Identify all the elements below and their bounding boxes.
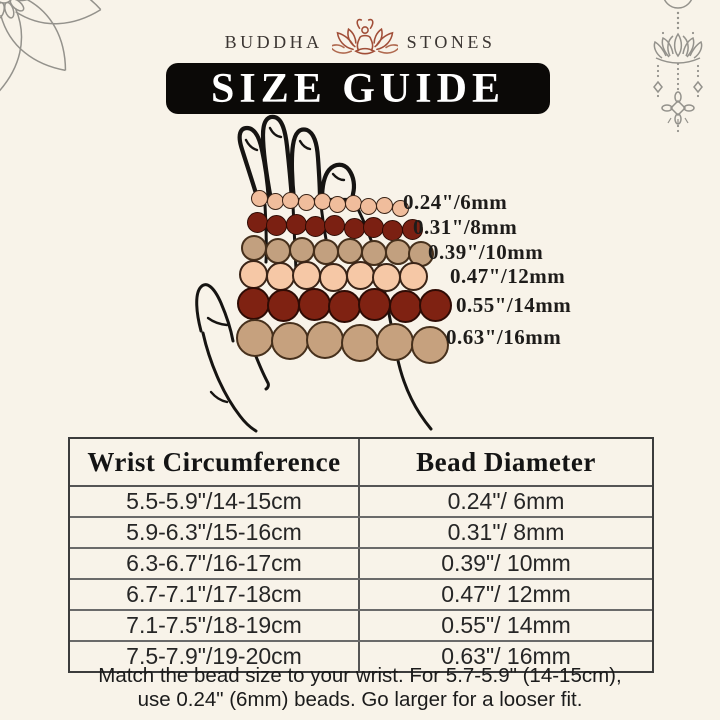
table-row: 7.1-7.5"/18-19cm 0.55"/ 14mm <box>70 611 652 642</box>
bead-10mm <box>241 235 267 262</box>
bead-8mm <box>382 219 404 241</box>
size-table: Wrist Circumference Bead Diameter 5.5-5.… <box>68 437 654 673</box>
bead-6mm <box>329 196 347 214</box>
hanging-lotus-ornament <box>653 0 703 133</box>
bead-16mm <box>270 322 309 361</box>
bead-12mm <box>345 261 375 291</box>
bead-8mm <box>343 218 365 240</box>
bead-14mm <box>388 290 422 324</box>
bead-8mm <box>266 214 288 236</box>
table-header-row: Wrist Circumference Bead Diameter <box>70 439 652 487</box>
bead-size-label: 0.55"/14mm <box>456 293 572 317</box>
fit-note: Match the bead size to your wrist. For 5… <box>0 664 720 711</box>
bead-size-label: 0.63"/16mm <box>446 325 562 349</box>
bead-diameter-value: 0.31"/ 8mm <box>447 519 565 545</box>
brand-logo: BUDDHA STONES <box>0 18 720 66</box>
bead-size-label: 0.47"/12mm <box>450 264 566 288</box>
bead-14mm <box>267 289 301 323</box>
table-row: 6.3-6.7"/16-17cm 0.39"/ 10mm <box>70 549 652 580</box>
table-row: 5.9-6.3"/15-16cm 0.31"/ 8mm <box>70 518 652 549</box>
bead-diameter-value: 0.39"/ 10mm <box>441 550 571 576</box>
bead-14mm <box>358 288 392 322</box>
header-wrist-circumference: Wrist Circumference <box>70 439 360 485</box>
header-bead-diameter: Bead Diameter <box>416 446 596 477</box>
bead-size-label: 0.39"/10mm <box>428 240 544 264</box>
table-row: 7.5-7.9"/19-20cm 0.63"/ 16mm <box>70 642 652 671</box>
wrist-value: 5.9-6.3"/15-16cm <box>70 518 360 547</box>
fit-note-line1: Match the bead size to your wrist. For 5… <box>98 664 622 687</box>
fit-note-line2: use 0.24" (6mm) beads. Go larger for a l… <box>137 687 583 711</box>
bead-16mm <box>305 321 344 360</box>
bead-12mm <box>239 259 268 289</box>
bead-diameter-value: 0.47"/ 12mm <box>441 581 571 607</box>
bead-16mm <box>410 326 449 365</box>
mandala-flower-ornament <box>0 0 102 93</box>
bead-12mm <box>265 262 295 292</box>
bead-8mm <box>362 217 384 239</box>
bead-6mm <box>251 189 268 207</box>
bead-16mm <box>340 324 379 363</box>
table-body: 5.5-5.9"/14-15cm 0.24"/ 6mm 5.9-6.3"/15-16… <box>70 487 652 671</box>
bead-12mm <box>292 260 322 290</box>
bead-6mm <box>313 193 331 211</box>
hand-illustration <box>195 114 433 433</box>
lotus-meditation-icon <box>331 18 398 55</box>
bead-6mm <box>391 199 409 217</box>
bead-14mm <box>419 288 453 322</box>
wrist-value: 7.5-7.9"/19-20cm <box>70 642 360 671</box>
bead-diameter-value: 0.24"/ 6mm <box>447 488 565 514</box>
wrist-value: 6.7-7.1"/17-18cm <box>70 580 360 609</box>
bead-6mm <box>282 191 300 209</box>
bead-12mm <box>399 261 429 291</box>
bead-10mm <box>312 238 339 265</box>
bead-6mm <box>360 197 378 215</box>
bead-6mm <box>266 192 284 210</box>
bead-8mm <box>304 216 326 238</box>
bead-diameter-value: 0.55"/ 14mm <box>441 612 571 638</box>
bead-size-label: 0.24"/6mm <box>403 190 508 214</box>
bead-14mm <box>297 287 331 321</box>
wrist-value: 7.1-7.5"/18-19cm <box>70 611 360 640</box>
size-guide-banner: SIZE GUIDE <box>166 63 550 114</box>
bead-diameter-value: 0.63"/ 16mm <box>441 643 571 669</box>
bead-8mm <box>285 213 307 235</box>
bead-16mm <box>375 323 414 362</box>
bead-size-label: 0.31"/8mm <box>413 215 518 239</box>
bead-8mm <box>247 211 268 233</box>
bead-10mm <box>264 237 291 264</box>
wrist-value: 5.5-5.9"/14-15cm <box>70 487 360 516</box>
bead-10mm <box>336 237 363 264</box>
table-row: 5.5-5.9"/14-15cm 0.24"/ 6mm <box>70 487 652 518</box>
bead-6mm <box>344 195 362 213</box>
bead-8mm <box>401 218 423 240</box>
bead-14mm <box>237 286 270 320</box>
bead-6mm <box>297 194 315 212</box>
bead-8mm <box>324 215 346 237</box>
bead-12mm <box>319 262 349 292</box>
wrist-value: 6.3-6.7"/16-17cm <box>70 549 360 578</box>
table-row: 6.7-7.1"/17-18cm 0.47"/ 12mm <box>70 580 652 611</box>
bead-10mm <box>384 238 411 265</box>
bead-14mm <box>328 289 362 323</box>
bead-6mm <box>376 197 394 214</box>
bead-10mm <box>288 236 315 263</box>
brand-word-right: STONES <box>406 31 496 52</box>
brand-word-left: BUDDHA <box>224 31 323 52</box>
bead-16mm <box>236 319 274 358</box>
